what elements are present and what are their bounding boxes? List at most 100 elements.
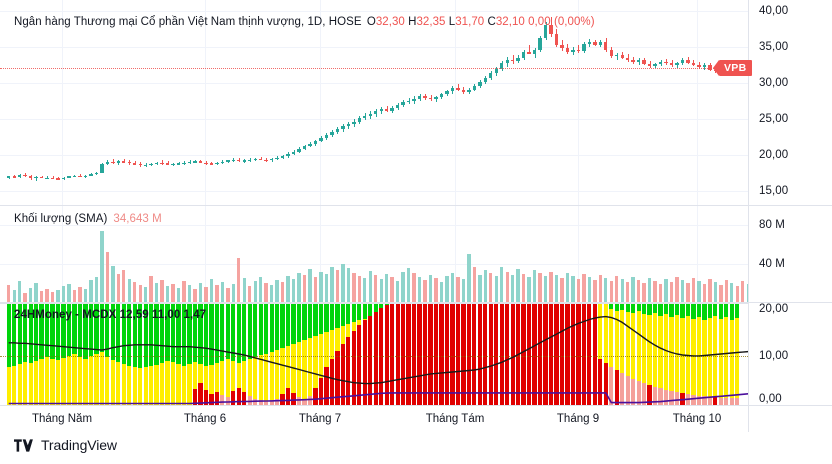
- candle-body: [675, 63, 679, 66]
- volume-bar: [554, 275, 559, 302]
- mcdx-axis[interactable]: 20,00 10,00 0,00: [748, 303, 832, 405]
- mcdx-banker-bar: [669, 391, 674, 405]
- price-pane[interactable]: 40,00 35,00 30,00 25,00 20,00 15,00: [0, 0, 832, 205]
- volume-bar: [149, 276, 153, 302]
- volume-bar: [609, 280, 613, 302]
- pane-separator-2: [0, 302, 832, 303]
- volume-bar: [122, 270, 126, 302]
- mcdx-green-bar: [242, 303, 247, 362]
- mcdx-banker-bar: [296, 397, 302, 405]
- volume-bar: [500, 267, 504, 302]
- tradingview-logo[interactable]: TradingView: [14, 437, 117, 453]
- volume-bar: [636, 279, 641, 302]
- mcdx-value-1: 12,59: [119, 309, 149, 321]
- volume-bar: [384, 274, 389, 302]
- mcdx-banker-bar: [390, 303, 395, 405]
- time-axis[interactable]: Tháng Năm Tháng 6 Tháng 7 Tháng Tám Tháng 9 T…: [0, 405, 832, 433]
- mcdx-banker-bar: [483, 303, 488, 405]
- candle-body: [330, 132, 334, 135]
- mcdx-green-bar: [302, 303, 307, 340]
- volume-bar: [72, 290, 77, 302]
- mcdx-green-bar: [702, 303, 707, 320]
- vertical-gridline-4: [578, 206, 579, 302]
- mcdx-legend[interactable]: 24HMoney - MCDX 12,59 11,00 1,47: [14, 309, 206, 321]
- volume-axis[interactable]: 80 M 40 M: [748, 206, 832, 302]
- mcdx-green-bar: [275, 303, 280, 350]
- candle-body: [658, 61, 663, 65]
- volume-legend[interactable]: Khối lượng (SMA) 34,643 M: [14, 213, 162, 225]
- mcdx-banker-bar: [247, 396, 252, 405]
- candle-body: [253, 158, 257, 161]
- volume-bar: [620, 278, 624, 302]
- volume-plot-area[interactable]: [0, 206, 748, 302]
- volume-bar: [691, 278, 696, 302]
- volume-pane[interactable]: 80 M 40 M: [0, 206, 832, 302]
- mcdx-yellow-bar: [735, 303, 740, 405]
- interval-label: 1D: [307, 16, 323, 28]
- price-gridline-30: [0, 83, 748, 84]
- change-value: 0,00: [528, 16, 551, 28]
- candle-body: [439, 94, 444, 98]
- candle-body: [319, 138, 323, 141]
- mcdx-banker-bar: [346, 337, 351, 405]
- volume-bar: [176, 287, 181, 302]
- volume-bar: [7, 284, 11, 302]
- mcdx-banker-bar: [685, 394, 691, 405]
- candle-body: [308, 143, 312, 147]
- mcdx-banker-bar: [652, 386, 658, 405]
- ohlc-values: O32,30 H32,35 L31,70 C32,10 0,00 (0,00%): [367, 16, 595, 28]
- mcdx-green-bar: [729, 303, 734, 320]
- volume-gridline-80: [0, 225, 748, 226]
- volume-bar: [275, 279, 279, 302]
- volume-bar: [653, 280, 657, 302]
- candle-body: [105, 161, 110, 164]
- mcdx-banker-bar: [516, 303, 521, 405]
- mcdx-banker-bar: [636, 380, 641, 405]
- volume-bar: [379, 278, 383, 302]
- volume-bar: [56, 289, 60, 302]
- volume-bar: [642, 282, 646, 302]
- mcdx-banker-bar: [406, 303, 411, 405]
- candle-body: [127, 161, 131, 164]
- candle-body: [516, 57, 520, 62]
- mcdx-green-bar: [324, 303, 329, 333]
- mcdx-green-bar: [351, 303, 356, 323]
- mcdx-banker-bar: [461, 303, 466, 405]
- volume-bar: [697, 280, 701, 302]
- mcdx-plot-area[interactable]: [0, 303, 748, 405]
- vertical-gridline-3: [455, 206, 456, 302]
- vertical-gridline-0: [62, 206, 63, 302]
- volume-bar: [357, 276, 361, 302]
- price-gridline-25: [0, 119, 748, 120]
- price-gridline-35: [0, 47, 748, 48]
- candle-body: [341, 125, 345, 130]
- candle-body: [280, 156, 285, 158]
- mcdx-green-bar: [269, 303, 274, 352]
- volume-bar: [467, 254, 471, 302]
- mcdx-banker-bar: [543, 303, 548, 405]
- volume-bar: [67, 283, 71, 302]
- mcdx-banker-bar: [499, 303, 504, 405]
- mcdx-banker-bar: [592, 303, 597, 405]
- mcdx-banker-bar: [242, 392, 247, 405]
- candle-body: [593, 42, 597, 45]
- mcdx-banker-bar: [603, 363, 608, 405]
- candle-wick: [261, 156, 262, 161]
- last-price-tag[interactable]: VPB: [713, 59, 752, 76]
- price-axis[interactable]: 40,00 35,00 30,00 25,00 20,00 15,00: [748, 0, 832, 205]
- mcdx-banker-bar: [718, 397, 723, 405]
- volume-bar: [593, 279, 597, 302]
- candle-body: [472, 85, 477, 90]
- mcdx-banker-bar: [291, 393, 296, 405]
- candle-wick: [113, 158, 114, 164]
- mcdx-banker-bar: [450, 303, 455, 405]
- candle-body: [237, 159, 241, 162]
- mcdx-banker-bar: [548, 303, 554, 405]
- volume-bar: [368, 271, 372, 302]
- price-plot-area[interactable]: [0, 0, 748, 205]
- mcdx-green-bar: [718, 303, 723, 319]
- candle-body: [291, 151, 296, 154]
- mcdx-green-bar: [313, 303, 318, 337]
- mcdx-pane[interactable]: 20,00 10,00 0,00: [0, 303, 832, 405]
- mcdx-banker-bar: [417, 303, 422, 405]
